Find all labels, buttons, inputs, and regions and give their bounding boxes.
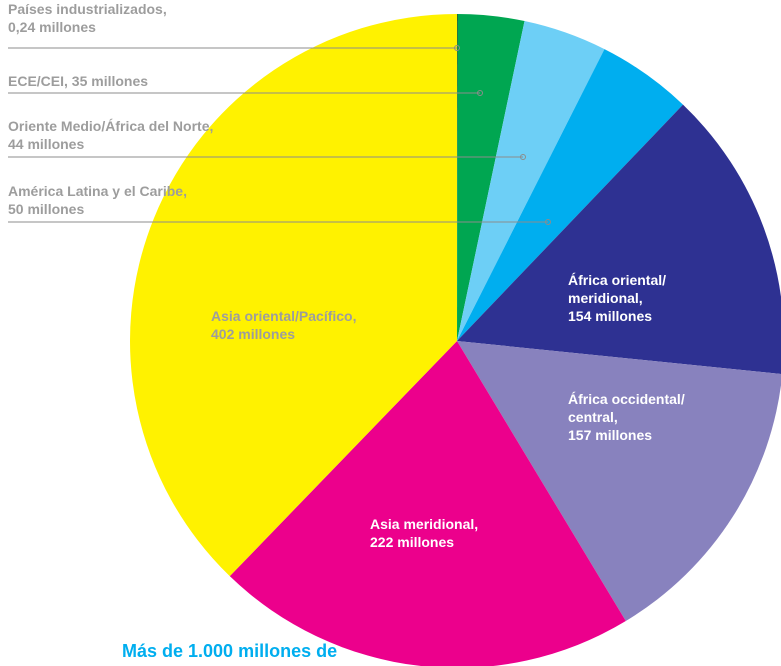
category-label: América Latina y el Caribe, — [8, 183, 187, 199]
category-label: Países industrializados, — [8, 1, 167, 17]
category-label: África oriental/ meridional, — [568, 272, 667, 306]
pie-slice — [130, 14, 457, 577]
value-label: 35 millones — [71, 73, 149, 89]
slice-label: Países industrializados, 0,24 millones — [8, 0, 408, 36]
value-label: 157 millones — [568, 427, 653, 443]
slice-label: África occidental/ central, 157 millones — [568, 390, 728, 444]
leader-dot — [454, 45, 460, 51]
pie-slice — [229, 341, 626, 666]
value-label: 0,24 millones — [8, 19, 96, 35]
slice-label: Asia meridional, 222 millones — [370, 515, 570, 551]
category-label: Asia oriental/Pacífico, — [211, 308, 357, 324]
pie-slice — [457, 104, 781, 374]
category-label: ECE/CEI, — [8, 73, 68, 89]
slice-label: África oriental/ meridional, 154 millones — [568, 271, 708, 325]
pie-slice — [457, 49, 683, 342]
value-label: 154 millones — [568, 308, 653, 324]
pie-slice — [457, 341, 781, 622]
value-label: 50 millones — [8, 201, 85, 217]
slice-label: Oriente Medio/África del Norte, 44 millon… — [8, 117, 408, 153]
pie-slice — [457, 21, 605, 341]
leader-dot — [545, 219, 551, 225]
slice-label: América Latina y el Caribe, 50 millones — [8, 182, 408, 218]
value-label: 222 millones — [370, 534, 455, 550]
slice-label: Asia oriental/Pacífico, 402 millones — [211, 307, 431, 343]
category-label: Asia meridional, — [370, 516, 479, 532]
category-label: Oriente Medio/África del Norte, — [8, 118, 214, 134]
category-label: África occidental/ central, — [568, 391, 685, 425]
leader-dot — [520, 154, 526, 160]
pie-slice — [457, 14, 525, 341]
value-label: 44 millones — [8, 136, 85, 152]
note: Más de 1.000 millones de — [122, 641, 338, 661]
slice-label: ECE/CEI, 35 millones — [8, 72, 408, 90]
leader-dot — [477, 90, 483, 96]
value-label: 402 millones — [211, 326, 296, 342]
